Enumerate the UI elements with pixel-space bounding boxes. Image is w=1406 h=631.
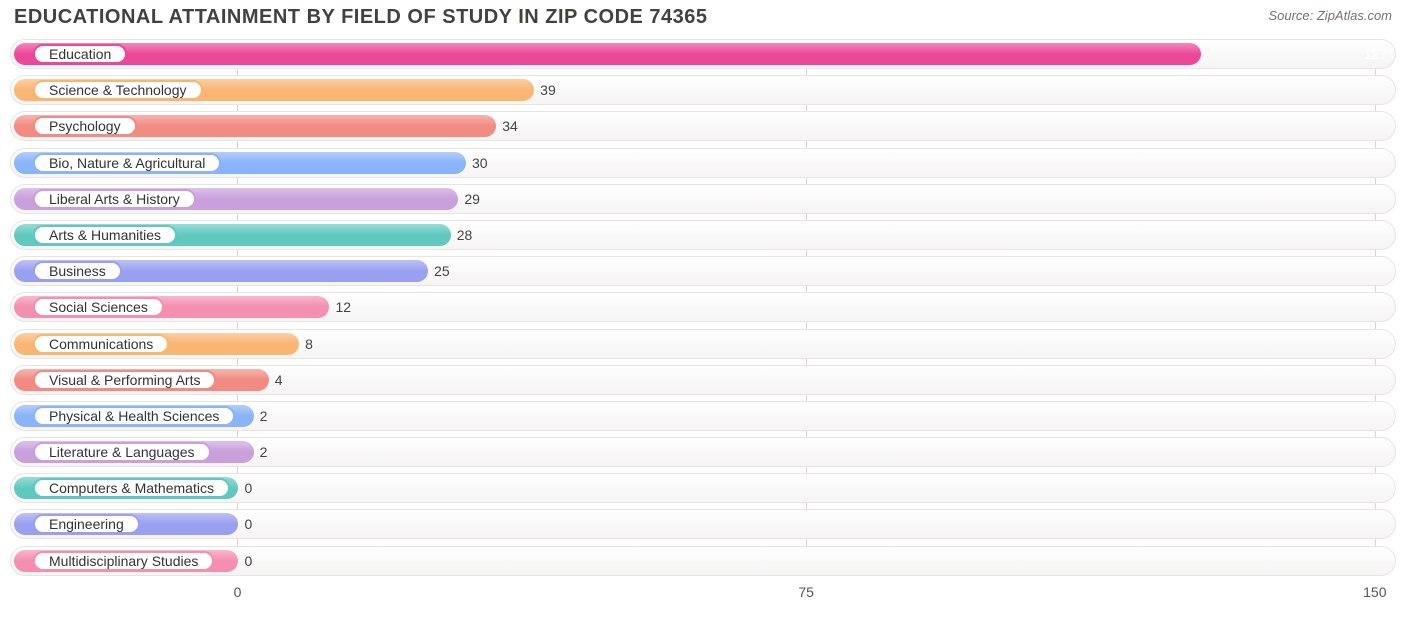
bar-fill (14, 43, 1201, 65)
category-pill: Liberal Arts & History (33, 189, 196, 209)
bar-row: Social Sciences 12 (10, 292, 1396, 322)
bar-row: Computers & Mathematics 0 (10, 473, 1396, 503)
bar-row: Visual & Performing Arts 4 (10, 365, 1396, 395)
value-label: 25 (428, 257, 450, 285)
category-pill: Education (33, 44, 127, 64)
bar-row: Engineering 0 (10, 509, 1396, 539)
bar-row: Psychology 34 (10, 111, 1396, 141)
bar-row: Arts & Humanities 28 (10, 220, 1396, 250)
bar-row: Business 25 (10, 256, 1396, 286)
bar-row: Communications 8 (10, 329, 1396, 359)
x-axis-tick-label: 75 (798, 584, 814, 600)
category-pill: Multidisciplinary Studies (33, 551, 214, 571)
category-pill: Social Sciences (33, 297, 164, 317)
category-pill: Psychology (33, 116, 137, 136)
x-axis-tick-label: 0 (234, 584, 242, 600)
category-pill: Business (33, 261, 122, 281)
bar-row: Education 127 (10, 39, 1396, 69)
bar-row: Literature & Languages 2 (10, 437, 1396, 467)
value-label: 2 (254, 402, 268, 430)
chart-header: EDUCATIONAL ATTAINMENT BY FIELD OF STUDY… (10, 0, 1396, 39)
chart-source: Source: ZipAtlas.com (1268, 6, 1392, 23)
value-label: 0 (238, 474, 252, 502)
category-pill: Physical & Health Sciences (33, 406, 235, 426)
value-label: 28 (451, 221, 473, 249)
value-label: 2 (254, 438, 268, 466)
bar-row: Bio, Nature & Agricultural 30 (10, 148, 1396, 178)
chart-title: EDUCATIONAL ATTAINMENT BY FIELD OF STUDY… (14, 6, 708, 29)
category-pill: Literature & Languages (33, 442, 211, 462)
bar-row: Physical & Health Sciences 2 (10, 401, 1396, 431)
value-label: 4 (269, 366, 283, 394)
category-pill: Computers & Mathematics (33, 478, 230, 498)
chart-container: EDUCATIONAL ATTAINMENT BY FIELD OF STUDY… (0, 0, 1406, 631)
bar-row: Science & Technology 39 (10, 75, 1396, 105)
x-axis: 0 75 150 (10, 582, 1396, 604)
value-label: 0 (238, 547, 252, 575)
category-pill: Engineering (33, 514, 140, 534)
category-pill: Communications (33, 334, 169, 354)
bar-row: Liberal Arts & History 29 (10, 184, 1396, 214)
bar-row: Multidisciplinary Studies 0 (10, 546, 1396, 576)
value-label: 0 (238, 510, 252, 538)
value-label: 29 (458, 185, 480, 213)
value-label: 34 (496, 112, 518, 140)
value-label: 127 (1364, 40, 1387, 68)
category-pill: Visual & Performing Arts (33, 370, 216, 390)
category-pill: Science & Technology (33, 80, 203, 100)
category-pill: Bio, Nature & Agricultural (33, 153, 221, 173)
x-axis-tick-label: 150 (1363, 584, 1386, 600)
category-pill: Arts & Humanities (33, 225, 177, 245)
value-label: 30 (466, 149, 488, 177)
value-label: 39 (534, 76, 556, 104)
value-label: 8 (299, 330, 313, 358)
value-label: 12 (329, 293, 351, 321)
plot-area: Education 127 Science & Technology 39 Psycho… (10, 39, 1396, 576)
